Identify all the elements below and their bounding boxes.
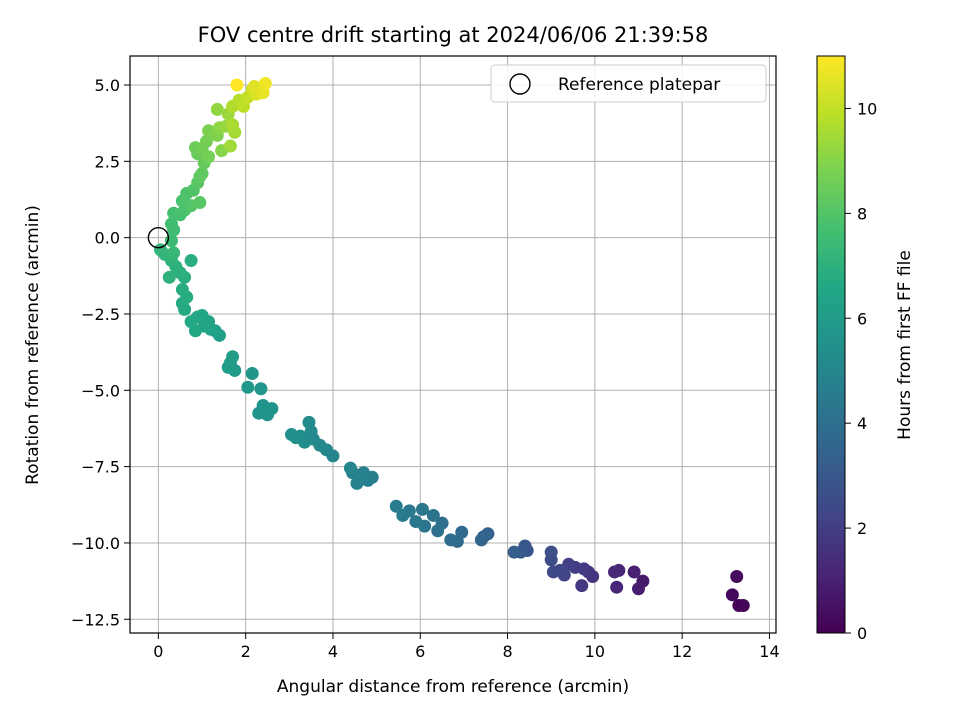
y-axis-ticks: 5.0 2.5 0.0 −2.5 −5.0 −7.5 −10.0 −12.5 [71,76,130,629]
legend-reference-marker [509,73,531,95]
y-axis-label: Rotation from reference (arcmin) [23,205,43,485]
plot-frame [129,55,777,634]
data-point [350,476,364,490]
data-point [164,217,178,231]
data-point [230,78,244,92]
colorbar-tick-label: 6 [857,309,867,328]
data-point [175,283,189,297]
data-point [431,524,445,538]
data-point [608,565,621,579]
data-point [193,196,207,210]
data-point [730,570,744,584]
data-point [223,139,237,153]
data-point [725,588,739,602]
data-point [210,102,224,116]
data-point [632,582,646,596]
colorbar: 0 2 4 6 8 10 Hours from first FF file [816,55,915,643]
colorbar-ticks: 0 2 4 6 8 10 [845,99,877,643]
data-point [474,533,488,547]
data-point [343,461,357,475]
reference-marker [147,226,170,249]
data-point [507,545,521,559]
legend-box [490,64,767,103]
data-point [426,508,440,522]
chart-title: FOV centre drift starting at 2024/06/06 … [198,23,709,47]
data-point [162,270,176,284]
data-point [241,380,255,394]
colorbar-tick-label: 4 [857,414,867,433]
y-tick-label: 0.0 [95,229,120,248]
data-point [357,466,371,480]
colorbar-tick-label: 0 [857,624,867,643]
data-point [575,579,589,593]
x-tick-label: 6 [415,642,425,661]
data-point [389,499,403,513]
data-point [164,234,178,248]
data-point [444,533,458,547]
data-point [396,508,410,522]
data-point [245,367,259,381]
x-tick-label: 10 [585,642,605,661]
data-point [415,502,429,516]
data-point [254,382,268,396]
legend-label-reference-platepar: Reference platepar [558,75,720,95]
x-tick-label: 0 [153,642,163,661]
data-point [167,246,181,260]
data-point [199,134,213,148]
x-axis-ticks: 0 2 4 6 8 10 12 14 [153,633,780,661]
x-tick-label: 2 [241,642,251,661]
data-point [252,406,266,420]
data-point [226,350,240,364]
x-tick-label: 12 [672,642,692,661]
data-point [627,565,641,579]
data-point [544,545,558,559]
x-tick-label: 8 [502,642,512,661]
y-tick-label: −2.5 [81,305,120,324]
x-tick-label: 4 [328,642,338,661]
legend: Reference platepar [490,64,767,103]
data-point [184,254,198,268]
grid-lines [130,56,776,633]
y-tick-label: −7.5 [81,458,120,477]
y-tick-label: 2.5 [95,152,120,171]
data-point [302,415,316,429]
data-point [409,515,423,529]
data-point [285,428,298,442]
data-point [610,580,624,594]
data-points [154,76,750,613]
x-axis-label: Angular distance from reference (arcmin) [277,677,629,697]
data-point [258,76,272,90]
x-tick-label: 14 [759,642,779,661]
data-point [546,565,560,579]
y-tick-label: 5.0 [95,76,120,95]
colorbar-tick-label: 10 [857,99,877,118]
reference-platepar-point [147,226,170,249]
colorbar-gradient [816,55,846,634]
data-point [195,167,209,181]
data-point [202,150,216,164]
colorbar-label: Hours from first FF file [895,250,915,440]
y-tick-label: −10.0 [71,534,120,553]
data-point [184,315,198,329]
colorbar-tick-label: 2 [857,519,867,538]
data-point [736,599,750,613]
data-point [226,118,240,132]
data-point [221,360,235,374]
y-tick-label: −12.5 [71,610,120,629]
colorbar-tick-label: 8 [857,204,867,223]
y-tick-label: −5.0 [81,381,120,400]
